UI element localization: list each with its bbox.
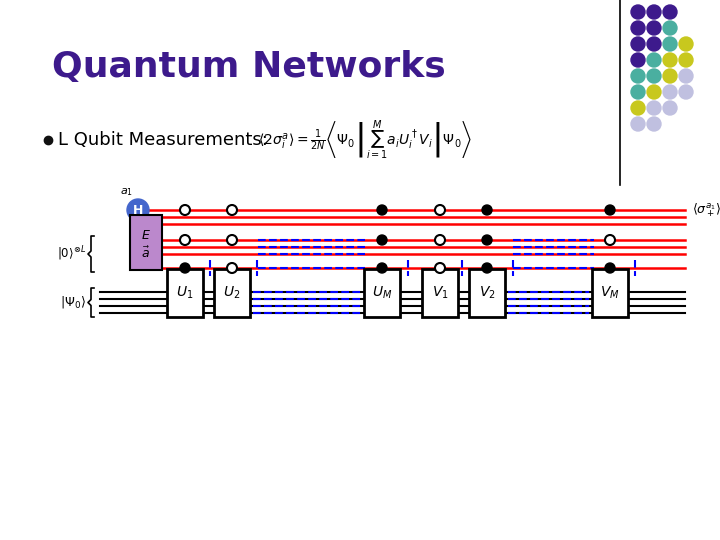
Circle shape: [663, 85, 677, 99]
Circle shape: [663, 5, 677, 19]
Circle shape: [631, 101, 645, 115]
Circle shape: [605, 205, 615, 215]
Text: $E$: $E$: [141, 230, 151, 242]
Circle shape: [482, 235, 492, 245]
FancyBboxPatch shape: [422, 269, 458, 317]
Circle shape: [647, 21, 661, 35]
Text: $U_M$: $U_M$: [372, 285, 392, 301]
Text: $|\Psi_0\rangle$: $|\Psi_0\rangle$: [60, 294, 86, 310]
Circle shape: [647, 5, 661, 19]
Circle shape: [647, 69, 661, 83]
Circle shape: [435, 263, 445, 273]
FancyBboxPatch shape: [167, 269, 203, 317]
Circle shape: [180, 235, 190, 245]
Circle shape: [679, 53, 693, 67]
Circle shape: [631, 85, 645, 99]
Circle shape: [663, 69, 677, 83]
Circle shape: [227, 235, 237, 245]
Text: $a_1$: $a_1$: [120, 186, 133, 198]
Circle shape: [679, 37, 693, 51]
Circle shape: [679, 85, 693, 99]
Circle shape: [482, 263, 492, 273]
Circle shape: [631, 5, 645, 19]
Circle shape: [482, 205, 492, 215]
Circle shape: [377, 263, 387, 273]
Text: $\vec{a}$: $\vec{a}$: [141, 246, 150, 261]
Circle shape: [631, 69, 645, 83]
Circle shape: [180, 205, 190, 215]
Circle shape: [679, 69, 693, 83]
Circle shape: [435, 205, 445, 215]
Circle shape: [605, 263, 615, 273]
Text: $V_2$: $V_2$: [479, 285, 495, 301]
FancyBboxPatch shape: [592, 269, 628, 317]
Circle shape: [227, 263, 237, 273]
Circle shape: [377, 205, 387, 215]
Text: $U_1$: $U_1$: [176, 285, 194, 301]
Circle shape: [647, 85, 661, 99]
FancyBboxPatch shape: [130, 215, 162, 270]
Text: $|0\rangle^{\otimes L}$: $|0\rangle^{\otimes L}$: [57, 245, 86, 264]
Circle shape: [647, 117, 661, 131]
Circle shape: [127, 199, 149, 221]
Text: $V_1$: $V_1$: [431, 285, 449, 301]
Circle shape: [605, 235, 615, 245]
Circle shape: [647, 53, 661, 67]
Text: H: H: [132, 204, 143, 217]
FancyBboxPatch shape: [364, 269, 400, 317]
Circle shape: [647, 101, 661, 115]
FancyBboxPatch shape: [214, 269, 250, 317]
Text: $U_2$: $U_2$: [223, 285, 240, 301]
Circle shape: [647, 37, 661, 51]
FancyBboxPatch shape: [469, 269, 505, 317]
Circle shape: [435, 235, 445, 245]
Circle shape: [663, 21, 677, 35]
Circle shape: [663, 37, 677, 51]
Circle shape: [631, 53, 645, 67]
Circle shape: [631, 37, 645, 51]
Circle shape: [663, 101, 677, 115]
Text: Quantum Networks: Quantum Networks: [52, 50, 446, 84]
Text: L Qubit Measurements:: L Qubit Measurements:: [58, 131, 268, 149]
Text: $V_M$: $V_M$: [600, 285, 620, 301]
Circle shape: [180, 263, 190, 273]
Circle shape: [631, 21, 645, 35]
Circle shape: [227, 205, 237, 215]
Circle shape: [663, 53, 677, 67]
Circle shape: [377, 235, 387, 245]
Circle shape: [631, 117, 645, 131]
Text: $\langle 2\sigma_i^{a}\rangle = \frac{1}{2N}\left\langle\Psi_0\left|\sum_{i=1}^{: $\langle 2\sigma_i^{a}\rangle = \frac{1}…: [258, 118, 472, 162]
Text: $\langle\sigma_+^{a_1}\rangle$: $\langle\sigma_+^{a_1}\rangle$: [692, 201, 720, 219]
